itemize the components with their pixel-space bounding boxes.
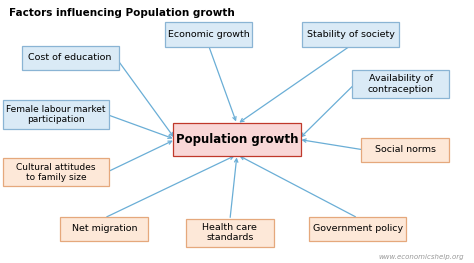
Text: www.economicshelp.org: www.economicshelp.org (379, 254, 465, 260)
FancyBboxPatch shape (21, 46, 118, 70)
Text: Cultural attitudes
to family size: Cultural attitudes to family size (16, 163, 96, 182)
Text: Health care
standards: Health care standards (202, 223, 257, 242)
Text: Female labour market
participation: Female labour market participation (6, 105, 106, 124)
FancyBboxPatch shape (186, 219, 273, 247)
Text: Government policy: Government policy (313, 224, 403, 233)
Text: Net migration: Net migration (72, 224, 137, 233)
FancyBboxPatch shape (352, 70, 449, 98)
FancyBboxPatch shape (173, 123, 301, 156)
FancyBboxPatch shape (309, 217, 406, 241)
Text: Population growth: Population growth (176, 133, 298, 146)
FancyBboxPatch shape (61, 217, 148, 241)
FancyBboxPatch shape (165, 22, 252, 47)
Text: Stability of society: Stability of society (307, 30, 395, 39)
FancyBboxPatch shape (302, 22, 399, 47)
Text: Cost of education: Cost of education (28, 53, 112, 62)
FancyBboxPatch shape (2, 158, 109, 186)
FancyBboxPatch shape (361, 138, 449, 162)
FancyBboxPatch shape (2, 100, 109, 129)
Text: Economic growth: Economic growth (168, 30, 249, 39)
Text: Availability of
contraception: Availability of contraception (368, 74, 433, 94)
Text: Factors influencing Population growth: Factors influencing Population growth (9, 8, 235, 18)
Text: Social norms: Social norms (375, 145, 436, 154)
